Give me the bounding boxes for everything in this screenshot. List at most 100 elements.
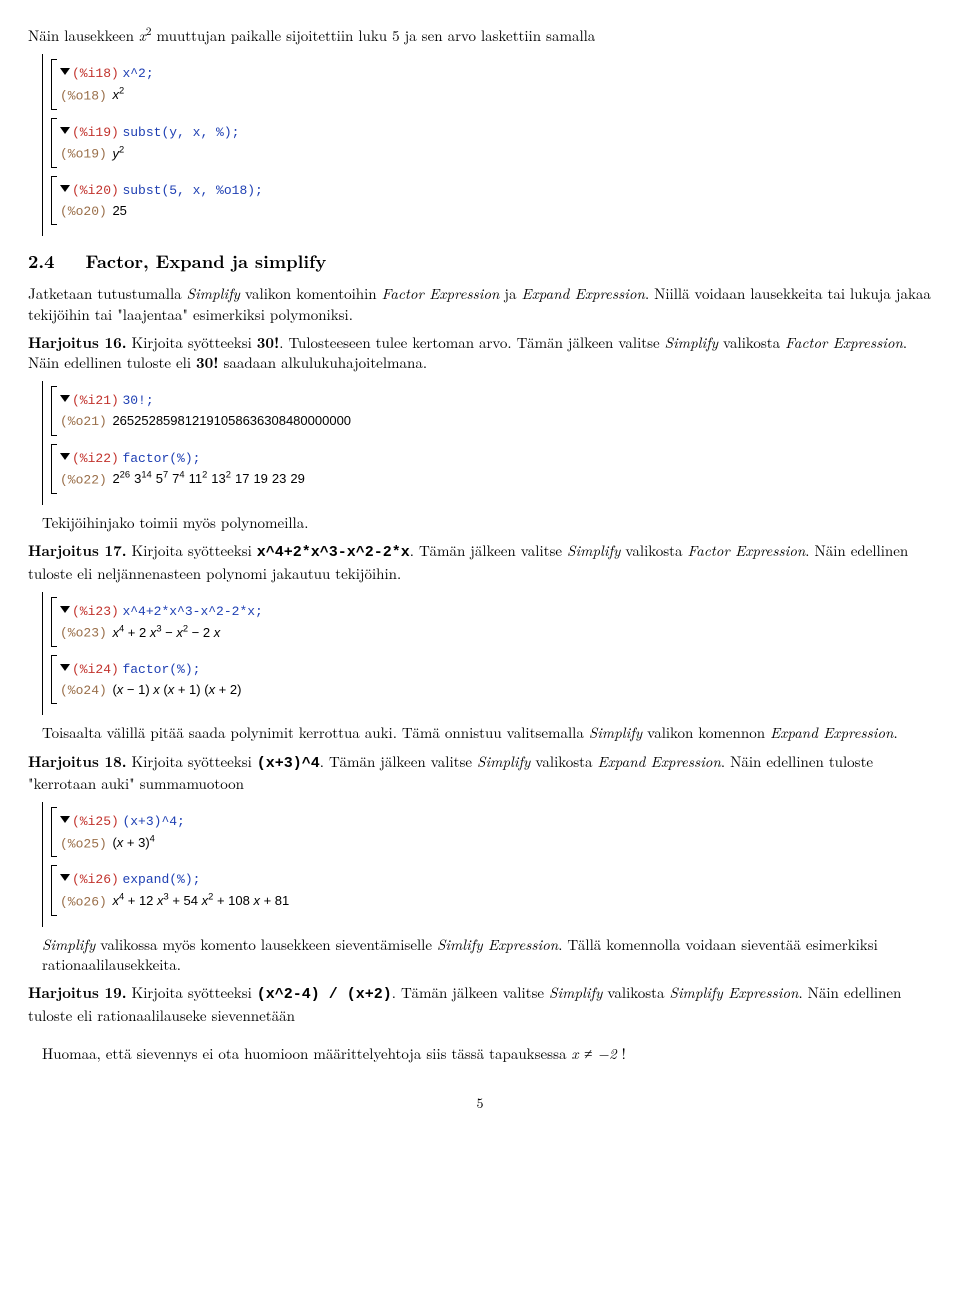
harjoitus-17: Harjoitus 17. Kirjoita syötteeksi x^4+2*… [28, 541, 932, 584]
input-row: (%i20) subst(5, x, %o18); [60, 181, 932, 200]
factorexp-1: Factor Expression [382, 283, 500, 304]
h18-a: Kirjoita syötteeksi [127, 751, 257, 772]
input-code: x^4+2*x^3-x^2-2*x; [122, 604, 262, 619]
section-24-title: Factor, Expand ja simplify [86, 249, 327, 274]
input-label: (%i24) [72, 662, 119, 677]
output-value: x2 [112, 87, 124, 102]
intro-post: muuttujan paikalle sijoitettiin luku 5 j… [152, 25, 596, 46]
cell-toggle-icon [60, 874, 70, 881]
h19-c: valikosta [602, 982, 669, 1003]
p-toisaalta: Toisaalta välillä pitää saada polynimit … [42, 723, 932, 743]
h16-c: valikosta [718, 332, 785, 353]
expandexp-1: Expand Expression [522, 283, 645, 304]
p-huom-eq: x ≠ −2 [572, 1043, 617, 1064]
input-code: factor(%); [122, 662, 200, 677]
cell-toggle-icon [60, 68, 70, 75]
cell-toggle-icon [60, 127, 70, 134]
input-label: (%i20) [72, 183, 119, 198]
p-toisa-b: valikon komennon [642, 722, 770, 743]
h17-label: Harjoitus 17. [28, 540, 127, 561]
input-label: (%i23) [72, 604, 119, 619]
output-row: (%o20) 25 [60, 202, 932, 221]
simplify-word-6: Simplify [42, 934, 95, 955]
h16-code: 30! [257, 332, 280, 353]
output-label: (%o24) [60, 683, 107, 698]
maxima-cell: (%i24) factor(%); (%o24) (x − 1) x (x + 1… [51, 656, 932, 703]
h19-label: Harjoitus 19. [28, 982, 127, 1003]
section-24-para: Jatketaan tutustumalla Simplify valikon … [28, 284, 932, 325]
input-code: subst(y, x, %); [122, 125, 239, 140]
input-label: (%i22) [72, 451, 119, 466]
output-label: (%o25) [60, 836, 107, 851]
h18-c: valikosta [530, 751, 597, 772]
maxima-cell: (%i26) expand(%);(%o26) x4 + 12 x3 + 54 … [51, 866, 932, 914]
output-value: 265252859812191058636308480000000 [112, 413, 351, 428]
section-24-num: 2.4 [28, 249, 54, 274]
output-label: (%o23) [60, 626, 107, 641]
maxima-cell: (%i19) subst(y, x, %);(%o19) y2 [51, 119, 932, 167]
cell-toggle-icon [60, 816, 70, 823]
output-value: 25 [112, 203, 126, 218]
factorexp-3: Factor Expression [688, 540, 806, 561]
input-code: subst(5, x, %o18); [122, 183, 262, 198]
p24b: valikon komentoihin [240, 283, 382, 304]
h17-a: Kirjoita syötteeksi [127, 540, 257, 561]
output-row: (%o25) (x + 3)4 [60, 833, 932, 853]
h18-b: . Tämän jälkeen valitse [320, 751, 477, 772]
intro-paragraph: Näin lausekkeen x2 muuttujan paikalle si… [28, 24, 932, 46]
simplify-word-5: Simplify [477, 751, 530, 772]
input-row: (%i18) x^2; [60, 64, 932, 83]
cell-toggle-icon [60, 453, 70, 460]
output-label: (%o19) [60, 147, 107, 162]
harjoitus-16: Harjoitus 16. Kirjoita syötteeksi 30!. T… [28, 333, 932, 374]
input-code: 30!; [122, 393, 153, 408]
output-value: 226314577411213217192329 [112, 471, 304, 486]
input-row: (%i21) 30!; [60, 391, 932, 410]
input-row: (%i19) subst(y, x, %); [60, 123, 932, 142]
p-huom-b: ! [617, 1043, 626, 1064]
output-row: (%o26) x4 + 12 x3 + 54 x2 + 108 x + 81 [60, 891, 932, 911]
h17-b: . Tämän jälkeen valitse [410, 540, 567, 561]
simplify-word-4: Simplify [589, 722, 642, 743]
input-code: factor(%); [122, 451, 200, 466]
h19-code: (x^2-4) / (x+2) [257, 986, 392, 1003]
input-code: (x+3)^4; [122, 814, 184, 829]
h16-a: Kirjoita syötteeksi [127, 332, 257, 353]
h18-label: Harjoitus 18. [28, 751, 127, 772]
h16-b: . Tulosteeseen tulee kertoman arvo. Tämä… [279, 332, 664, 353]
p-simv-a: valikossa myös komento lausekkeen sieven… [95, 934, 437, 955]
p-huomaa: Huomaa, että sievennys ei ota huomioon m… [42, 1044, 932, 1064]
output-value: x4 + 12 x3 + 54 x2 + 108 x + 81 [112, 893, 289, 908]
p24a: Jatketaan tutustumalla [28, 283, 187, 304]
cell-toggle-icon [60, 664, 70, 671]
maxima-block-4: (%i25) (x+3)^4;(%o25) (x + 3)4(%i26) exp… [42, 802, 932, 927]
simplify-word-3: Simplify [567, 540, 620, 561]
output-row: (%o21) 265252859812191058636308480000000 [60, 412, 932, 431]
h19-b: . Tämän jälkeen valitse [392, 982, 549, 1003]
p-tekijoihin: Tekijöihinjako toimii myös polynomeilla. [42, 513, 932, 533]
h17-c: valikosta [620, 540, 687, 561]
maxima-cell: (%i22) factor(%); (%o22) 2263145774112132… [51, 445, 932, 493]
input-row: (%i24) factor(%); [60, 660, 932, 679]
input-code: expand(%); [122, 872, 200, 887]
output-row: (%o22) 226314577411213217192329 [60, 469, 932, 489]
simplifyexp-word: Simplify Expression [670, 982, 799, 1003]
h16-label: Harjoitus 16. [28, 332, 127, 353]
maxima-cell: (%i20) subst(5, x, %o18); (%o20) 25 [51, 177, 932, 224]
input-code: x^2; [122, 66, 153, 81]
section-24-heading: 2.4 Factor, Expand ja simplify [28, 250, 932, 274]
h16-e: saadaan alkulukuhajoitelmana. [219, 352, 427, 373]
output-row: (%o24) (x − 1) x (x + 1) (x + 2) [60, 681, 932, 700]
h18-code: (x+3)^4 [257, 755, 320, 772]
output-label: (%o20) [60, 204, 107, 219]
h19-a: Kirjoita syötteeksi [127, 982, 257, 1003]
output-row: (%o18) x2 [60, 85, 932, 105]
p24c: ja [499, 283, 521, 304]
maxima-block-1: (%i18) x^2; (%o18) x2 (%i19) subst(y, x, %… [42, 54, 932, 236]
h16-num: 30! [196, 352, 219, 373]
intro-var: x [139, 25, 146, 46]
cell-toggle-icon [60, 185, 70, 192]
p-simplify-valikossa: Simplify valikossa myös komento lausekke… [42, 935, 932, 976]
maxima-cell: (%i23) x^4+2*x^3-x^2-2*x;(%o23) x4 + 2 x… [51, 598, 932, 646]
page-number: 5 [28, 1094, 932, 1113]
